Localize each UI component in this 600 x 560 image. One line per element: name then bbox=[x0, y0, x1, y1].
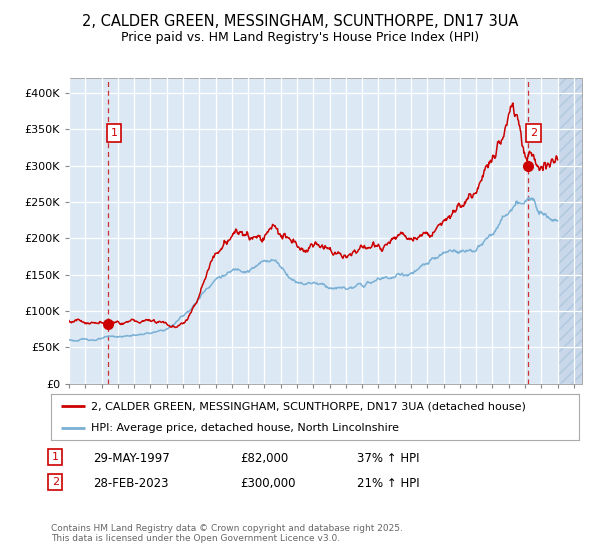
Text: HPI: Average price, detached house, North Lincolnshire: HPI: Average price, detached house, Nort… bbox=[91, 423, 398, 433]
Text: 2: 2 bbox=[52, 477, 59, 487]
Text: 28-FEB-2023: 28-FEB-2023 bbox=[93, 477, 169, 490]
Text: Price paid vs. HM Land Registry's House Price Index (HPI): Price paid vs. HM Land Registry's House … bbox=[121, 31, 479, 44]
Text: 2, CALDER GREEN, MESSINGHAM, SCUNTHORPE, DN17 3UA (detached house): 2, CALDER GREEN, MESSINGHAM, SCUNTHORPE,… bbox=[91, 401, 526, 411]
Text: 1: 1 bbox=[110, 128, 118, 138]
Text: 37% ↑ HPI: 37% ↑ HPI bbox=[357, 452, 419, 465]
Text: 21% ↑ HPI: 21% ↑ HPI bbox=[357, 477, 419, 490]
Text: 29-MAY-1997: 29-MAY-1997 bbox=[93, 452, 170, 465]
Bar bbox=[557, 78, 598, 384]
Text: £300,000: £300,000 bbox=[240, 477, 296, 490]
Text: 2: 2 bbox=[530, 128, 537, 138]
Text: 2, CALDER GREEN, MESSINGHAM, SCUNTHORPE, DN17 3UA: 2, CALDER GREEN, MESSINGHAM, SCUNTHORPE,… bbox=[82, 14, 518, 29]
Text: 1: 1 bbox=[52, 452, 59, 462]
Text: £82,000: £82,000 bbox=[240, 452, 288, 465]
Text: Contains HM Land Registry data © Crown copyright and database right 2025.
This d: Contains HM Land Registry data © Crown c… bbox=[51, 524, 403, 543]
